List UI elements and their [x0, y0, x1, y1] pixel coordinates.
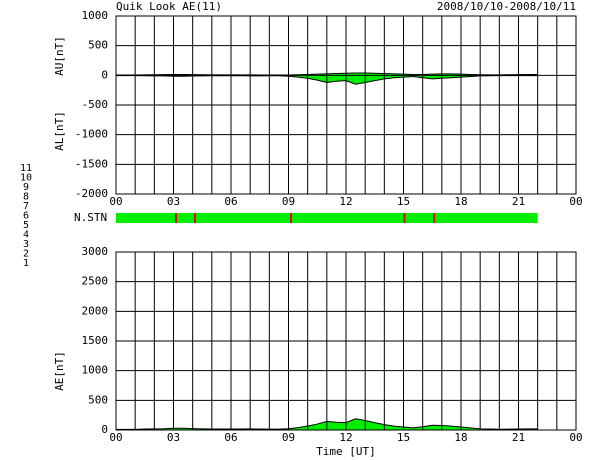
- x-tick-label: 12: [339, 431, 352, 444]
- x-tick-label: 09: [282, 195, 295, 208]
- y-tick-label: 500: [88, 39, 108, 52]
- station-number: 7: [23, 201, 29, 212]
- station-drop: [433, 213, 436, 223]
- x-tick-label: 18: [454, 431, 467, 444]
- x-tick-label: 21: [512, 431, 525, 444]
- y-tick-label: 0: [101, 68, 108, 81]
- y-tick-label: -1500: [75, 157, 108, 170]
- y-axis-label: AL[nT]: [53, 111, 66, 151]
- station-number: 9: [23, 182, 29, 193]
- x-tick-label: 00: [109, 195, 122, 208]
- x-tick-label: 06: [224, 431, 237, 444]
- station-bar: [116, 213, 538, 223]
- x-tick-label: 21: [512, 195, 525, 208]
- station-number: 2: [23, 249, 29, 260]
- x-tick-label: 03: [167, 195, 180, 208]
- x-tick-label: 18: [454, 195, 467, 208]
- y-tick-label: -2000: [75, 187, 108, 200]
- y-axis-label: AU[nT]: [53, 36, 66, 76]
- x-tick-label: 00: [569, 431, 582, 444]
- x-tick-label: 06: [224, 195, 237, 208]
- y-tick-label: 1000: [82, 364, 109, 377]
- x-tick-label: 03: [167, 431, 180, 444]
- x-tick-label: 00: [109, 431, 122, 444]
- station-number: 6: [23, 211, 29, 222]
- x-tick-label: 15: [397, 431, 410, 444]
- plot-frame: [115, 251, 577, 431]
- chart-title: Quik Look AE(11): [116, 0, 222, 13]
- station-number: 3: [23, 239, 29, 250]
- station-number: 8: [23, 192, 29, 203]
- station-drop: [403, 213, 406, 223]
- station-label: N.STN: [74, 211, 107, 224]
- y-tick-label: -1000: [75, 128, 108, 141]
- y-tick-label: 2500: [82, 275, 109, 288]
- x-tick-label: 09: [282, 431, 295, 444]
- y-tick-label: -500: [82, 98, 109, 111]
- x-tick-label: 15: [397, 195, 410, 208]
- station-drop: [193, 213, 196, 223]
- station-number: 4: [23, 230, 29, 241]
- y-tick-label: 500: [88, 393, 108, 406]
- station-number: 5: [23, 220, 29, 231]
- x-tick-label: 00: [569, 195, 582, 208]
- y-tick-label: 1000: [82, 9, 109, 22]
- y-tick-label: 1500: [82, 334, 109, 347]
- station-drop: [174, 213, 177, 223]
- station-drop: [289, 213, 292, 223]
- x-tick-label: 12: [339, 195, 352, 208]
- plot-frame: [115, 15, 577, 195]
- y-tick-label: 3000: [82, 245, 109, 258]
- date-range: 2008/10/10-2008/10/11: [437, 0, 576, 13]
- station-number: 1: [23, 258, 29, 269]
- y-axis-label: AE[nT]: [53, 351, 66, 391]
- y-tick-label: 0: [101, 423, 108, 436]
- x-axis-label: Time [UT]: [316, 445, 376, 458]
- y-tick-label: 2000: [82, 304, 109, 317]
- station-number: 11: [20, 163, 32, 174]
- station-number: 10: [20, 173, 32, 184]
